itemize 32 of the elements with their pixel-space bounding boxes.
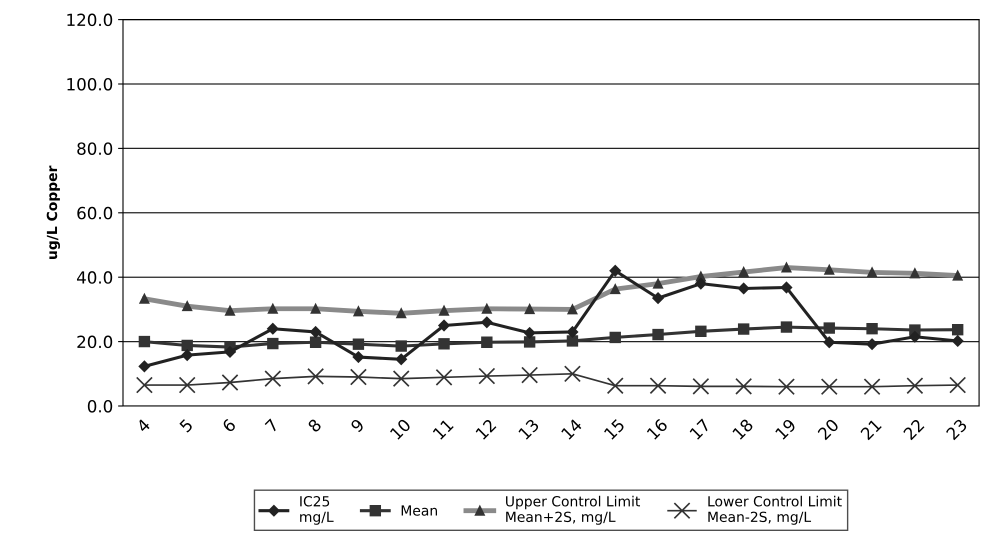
legend-label: Mean (402, 505, 437, 516)
x-tick-label: 15 (604, 418, 626, 440)
x-tick-label: 21 (860, 418, 882, 440)
legend-label: Upper Control Limit Mean+2S, mg/L (506, 496, 640, 525)
legend-label: Lower Control Limit Mean-2S, mg/L (708, 496, 842, 525)
x-tick-label: 17 (689, 418, 711, 440)
x-tick-label: 8 (307, 418, 322, 433)
x-tick-label: 9 (350, 418, 365, 433)
x-tick-label: 12 (475, 418, 496, 440)
x-tick-label: 7 (264, 418, 279, 433)
x-tick-label: 6 (222, 418, 236, 433)
x-tick-label: 18 (732, 418, 754, 440)
y-tick-label: 20.0 (77, 336, 112, 348)
y-tick-label: 120.0 (67, 14, 112, 26)
x-tick-label: 11 (432, 418, 454, 440)
x-tick-label: 14 (560, 418, 583, 440)
x-tick-label: 16 (646, 418, 668, 440)
x-tick-label: 4 (136, 418, 151, 433)
x-tick-label: 10 (390, 418, 412, 440)
x-tick-label: 19 (774, 418, 797, 440)
x-tick-label: 20 (817, 418, 840, 440)
x-tick-label: 13 (518, 418, 540, 440)
legend-label: IC25 mg/L (300, 496, 334, 525)
x-tick-label: 5 (179, 418, 194, 433)
y-tick-label: 0.0 (88, 400, 112, 413)
y-tick-label: 60.0 (77, 206, 112, 220)
y-tick-label: 100.0 (67, 78, 112, 91)
x-tick-label: 22 (902, 418, 924, 440)
x-tick-label: 23 (946, 418, 968, 440)
y-tick-label: 80.0 (77, 142, 112, 155)
y-axis-title: ug/L Copper (46, 166, 60, 259)
y-tick-label: 40.0 (76, 271, 112, 284)
